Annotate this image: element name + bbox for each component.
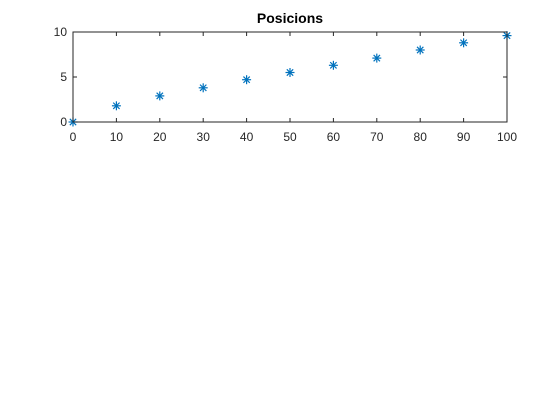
x-tick-label: 40 <box>240 130 254 144</box>
data-point <box>415 45 425 55</box>
axes-box <box>72 31 508 123</box>
data-point <box>328 60 338 70</box>
x-tick-label: 60 <box>327 130 341 144</box>
data-point <box>285 68 295 77</box>
data-point <box>459 38 469 48</box>
y-tick-label: 5 <box>60 70 67 84</box>
x-tick-label: 30 <box>197 130 211 144</box>
x-tick-label: 70 <box>370 130 384 144</box>
chart-title: Posicions <box>257 10 323 26</box>
x-tick-label: 50 <box>283 130 297 144</box>
data-point <box>198 83 208 93</box>
marker-stroke <box>242 76 251 84</box>
x-tick-label: 90 <box>457 130 471 144</box>
marker-stroke <box>416 46 424 54</box>
x-tick-label: 20 <box>153 130 167 144</box>
marker-stroke <box>199 84 207 92</box>
x-tick-label: 80 <box>414 130 428 144</box>
y-tick-label: 0 <box>60 115 67 129</box>
data-point <box>372 53 382 63</box>
y-tick-label: 10 <box>54 25 68 39</box>
data-point <box>155 91 165 101</box>
marker-stroke <box>156 92 164 100</box>
marker-stroke <box>286 68 294 77</box>
marker-stroke <box>112 102 121 110</box>
scatter-plot: Posicions 0 10 20 30 40 50 60 70 80 90 100 0 5 10 <box>54 10 518 144</box>
x-axis: 0 10 20 30 40 50 60 70 80 90 100 <box>70 32 517 144</box>
x-tick-label: 0 <box>70 130 77 144</box>
x-tick-label: 100 <box>497 130 517 144</box>
marker-stroke <box>373 54 381 62</box>
data-point <box>111 101 121 111</box>
x-tick-label: 10 <box>110 130 124 144</box>
data-series <box>68 31 512 127</box>
marker-stroke <box>459 39 468 47</box>
data-point <box>242 75 252 85</box>
marker-stroke <box>329 61 338 69</box>
